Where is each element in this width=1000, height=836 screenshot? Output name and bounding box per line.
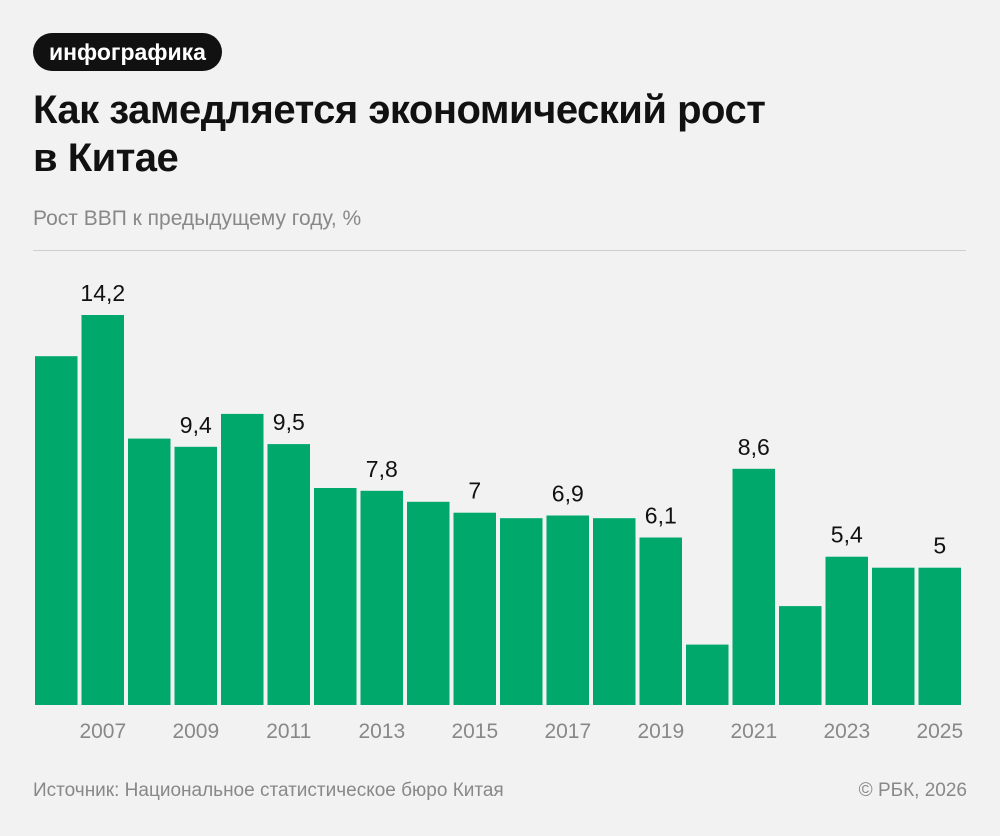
bar-2011 bbox=[267, 444, 310, 705]
bar-2023 bbox=[825, 556, 868, 705]
bar-2013 bbox=[360, 490, 403, 705]
x-tick-label-2019: 2019 bbox=[637, 720, 684, 743]
bar-2017 bbox=[546, 515, 589, 705]
copyright-note: © РБК, 2026 bbox=[858, 780, 967, 801]
data-label-2009: 9,4 bbox=[180, 412, 212, 438]
bar-2016 bbox=[500, 518, 543, 705]
category-badge: инфографика bbox=[33, 33, 222, 71]
x-tick-label-2023: 2023 bbox=[823, 720, 870, 743]
bar-2007 bbox=[81, 315, 124, 705]
bar-2012 bbox=[314, 488, 357, 705]
data-label-2011: 9,5 bbox=[273, 409, 305, 435]
bar-2008 bbox=[128, 438, 171, 705]
bar-2010 bbox=[221, 413, 264, 705]
bar-2020 bbox=[686, 644, 729, 705]
data-label-2017: 6,9 bbox=[552, 481, 584, 507]
data-label-2007: 14,2 bbox=[80, 280, 125, 306]
bar-2019 bbox=[639, 537, 682, 705]
data-label-2021: 8,6 bbox=[738, 434, 770, 460]
bar-2015 bbox=[453, 512, 496, 705]
bar-2014 bbox=[407, 501, 450, 705]
chart-subtitle: Рост ВВП к предыдущему году, % bbox=[33, 207, 362, 230]
divider bbox=[33, 250, 966, 251]
data-label-2015: 7 bbox=[468, 478, 481, 504]
data-label-2013: 7,8 bbox=[366, 456, 398, 482]
x-tick-label-2013: 2013 bbox=[358, 720, 405, 743]
bar-2009 bbox=[174, 446, 217, 705]
x-tick-label-2021: 2021 bbox=[730, 720, 777, 743]
data-label-2025: 5 bbox=[933, 533, 946, 559]
bar-2006 bbox=[35, 356, 78, 705]
data-label-2019: 6,1 bbox=[645, 503, 677, 529]
bar-2025 bbox=[918, 567, 961, 705]
bar-2024 bbox=[872, 567, 915, 705]
x-tick-label-2017: 2017 bbox=[544, 720, 591, 743]
x-tick-label-2007: 2007 bbox=[79, 720, 126, 743]
bar-2022 bbox=[779, 606, 822, 705]
data-label-2023: 5,4 bbox=[831, 522, 863, 548]
x-tick-label-2015: 2015 bbox=[451, 720, 498, 743]
x-tick-label-2011: 2011 bbox=[266, 720, 311, 743]
x-tick-label-2009: 2009 bbox=[172, 720, 219, 743]
page-title: Как замедляется экономический рост в Кит… bbox=[33, 88, 766, 180]
bar-2018 bbox=[593, 518, 636, 705]
x-tick-label-2025: 2025 bbox=[916, 720, 963, 743]
source-note: Источник: Национальное статистическое бю… bbox=[33, 780, 504, 801]
bar-2021 bbox=[732, 468, 775, 705]
